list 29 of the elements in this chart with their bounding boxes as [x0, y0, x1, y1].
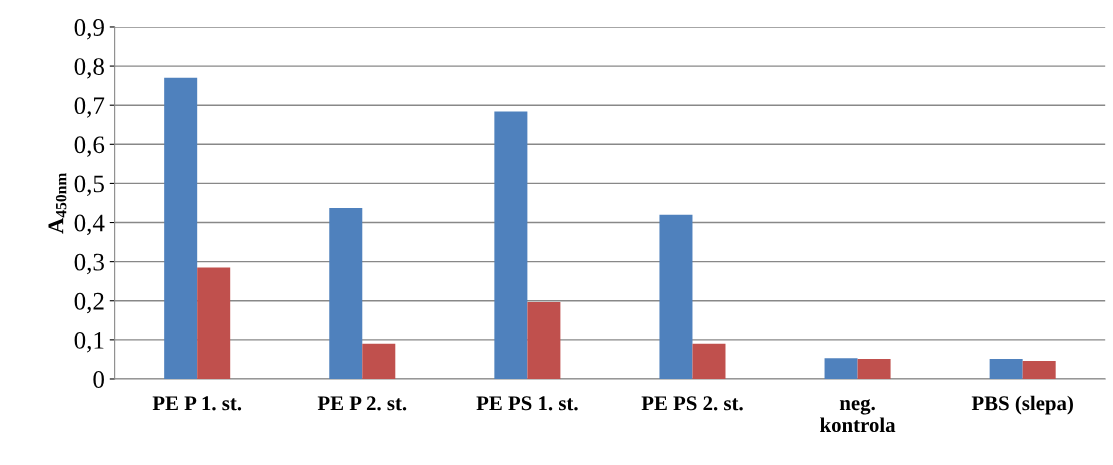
- y-tick-label: 0,3: [74, 253, 104, 275]
- y-tick-label: 0,1: [74, 331, 104, 353]
- bar: [989, 359, 1023, 379]
- x-tick-label: neg. kontrola: [820, 399, 896, 433]
- bar: [164, 77, 198, 379]
- y-tick-label: 0,9: [74, 19, 104, 40]
- y-tick-label: 0,7: [74, 97, 105, 118]
- bar: [857, 359, 891, 379]
- x-tick-label: PE P 2. st.: [317, 396, 407, 411]
- bar: [362, 343, 396, 379]
- bar: [824, 358, 858, 379]
- x-tick-label: PE PS 2. st.: [641, 396, 743, 411]
- bar: [1022, 360, 1056, 379]
- y-tick-label: 0,8: [74, 58, 104, 79]
- y-tick-label: 0,6: [74, 136, 105, 157]
- y-tick-label: 0,4: [74, 214, 105, 236]
- bar: [329, 208, 363, 379]
- bar: [692, 343, 726, 379]
- y-tick-label: 0,5: [74, 175, 104, 196]
- y-tick-label: 0: [93, 371, 104, 388]
- x-tick-label: PE P 1. st.: [152, 396, 242, 411]
- x-tick-label: PE PS 1. st.: [476, 396, 578, 411]
- bar: [659, 214, 693, 379]
- y-axis-title: A$_{450nm}$: [48, 172, 67, 234]
- bar: [197, 267, 231, 379]
- y-tick-label: 0,2: [74, 292, 104, 314]
- x-tick-label: PBS (slepa): [971, 395, 1073, 415]
- bar: [527, 301, 561, 379]
- bar: [494, 111, 528, 379]
